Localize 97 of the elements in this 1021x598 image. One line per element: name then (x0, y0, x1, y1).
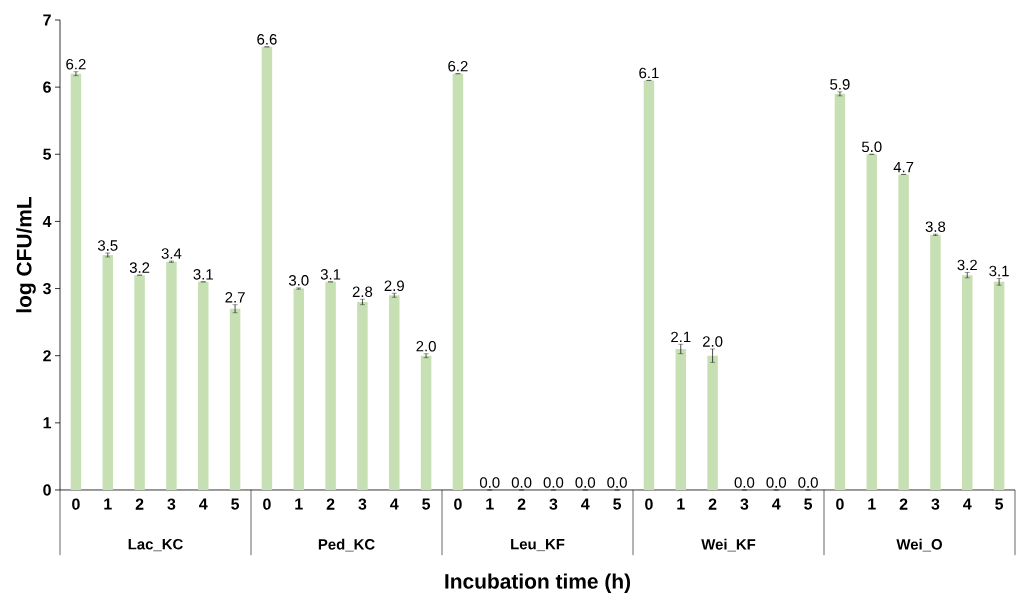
x-tick-label: 1 (677, 498, 685, 510)
data-label: 2.8 (352, 286, 373, 298)
y-tick-label: 3 (42, 282, 51, 295)
bar (198, 281, 209, 490)
x-tick-label: 1 (295, 498, 303, 510)
data-label: 0.0 (734, 477, 755, 488)
data-label: 2.0 (702, 336, 723, 347)
x-tick-label: 3 (740, 498, 749, 510)
bar (134, 275, 145, 490)
bar (962, 275, 973, 490)
bar (229, 308, 241, 490)
text: Wei_O (896, 538, 942, 552)
x-tick-label: 1 (104, 498, 112, 510)
y-axis-title: log CFU/mL (16, 196, 36, 313)
x-tick-label: 5 (613, 498, 622, 510)
x-tick-label: 4 (390, 498, 399, 510)
y-tick-label: 0 (43, 484, 51, 496)
data-label: 6.1 (639, 67, 659, 79)
x-tick-label: 5 (995, 498, 1004, 510)
y-tick-label: 7 (43, 14, 51, 26)
data-label: 3.1 (193, 269, 213, 280)
y-tick-label: 1 (43, 417, 52, 429)
bar (293, 288, 305, 490)
data-label: 3.1 (320, 269, 341, 280)
bar (643, 80, 655, 490)
x-axis-title: Incubation time (h) (445, 573, 631, 593)
x-tick-label: 2 (135, 498, 144, 510)
y-tick-label: 4 (42, 215, 52, 227)
x-tick-label: 2 (326, 498, 335, 510)
x-tick-label: 2 (708, 498, 717, 510)
data-label: 0.0 (607, 477, 627, 488)
bar (70, 73, 82, 490)
x-tick-label: 5 (422, 498, 431, 510)
data-label: 2.7 (225, 292, 245, 303)
data-label: 2.9 (384, 280, 404, 292)
data-label: 5.0 (861, 141, 882, 153)
x-tick-label: 3 (358, 498, 367, 510)
data-label: 2.1 (671, 331, 691, 343)
y-tick-label: 5 (43, 148, 52, 160)
text: Wei_KF (701, 538, 756, 552)
text: Ped_KC (318, 538, 375, 552)
data-label: 6.6 (257, 34, 277, 45)
y-tick-label: 6 (43, 81, 51, 93)
data-label: 2.0 (416, 340, 436, 352)
bar (834, 93, 846, 490)
data-label: 3.2 (129, 262, 150, 273)
bar (102, 254, 114, 490)
data-label: 0.0 (479, 477, 500, 488)
data-label: 3.8 (925, 221, 946, 232)
x-tick-label: 5 (231, 498, 240, 510)
x-tick-label: 5 (804, 498, 813, 510)
data-label: 0.0 (798, 477, 818, 488)
bar (166, 261, 177, 490)
x-tick-label: 0 (836, 498, 844, 510)
x-tick-label: 1 (486, 498, 494, 510)
text: Lac_KC (128, 538, 183, 552)
x-tick-label: 4 (963, 498, 972, 510)
data-label: 3.1 (989, 265, 1009, 277)
data-label: 3.0 (288, 275, 309, 286)
bar (420, 355, 432, 490)
data-label: 0.0 (766, 477, 787, 488)
x-tick-label: 4 (581, 498, 590, 510)
data-label: 6.2 (448, 60, 468, 72)
bar (866, 154, 878, 490)
x-tick-label: 2 (517, 498, 526, 510)
bar (389, 295, 400, 490)
data-label: 4.7 (893, 161, 914, 173)
data-label: 3.2 (957, 259, 977, 271)
bar (707, 355, 718, 490)
bar (993, 281, 1005, 490)
x-tick-label: 0 (72, 498, 80, 510)
data-label: 3.4 (161, 248, 182, 259)
bar (452, 73, 464, 490)
data-label: 5.9 (830, 79, 850, 90)
x-tick-label: 1 (868, 498, 876, 510)
x-tick-label: 3 (549, 498, 558, 510)
x-tick-label: 2 (899, 498, 908, 510)
bar (325, 281, 336, 490)
x-tick-label: 0 (645, 498, 653, 510)
y-tick-label: 2 (43, 350, 51, 362)
x-tick-label: 4 (772, 498, 781, 510)
text: Leu_KF (511, 538, 565, 552)
bar (930, 234, 941, 490)
x-tick-label: 3 (167, 498, 176, 510)
x-tick-label: 4 (199, 498, 208, 510)
data-label: 0.0 (511, 477, 532, 488)
bar (675, 348, 687, 490)
data-label: 6.2 (66, 58, 86, 70)
data-label: 0.0 (575, 477, 596, 488)
x-tick-label: 0 (454, 498, 462, 510)
bar (261, 46, 273, 490)
bar (357, 301, 368, 490)
x-tick-label: 3 (931, 498, 940, 510)
data-label: 3.5 (97, 240, 118, 251)
bar (898, 174, 909, 490)
x-tick-label: 0 (263, 498, 271, 510)
data-label: 0.0 (543, 477, 564, 488)
